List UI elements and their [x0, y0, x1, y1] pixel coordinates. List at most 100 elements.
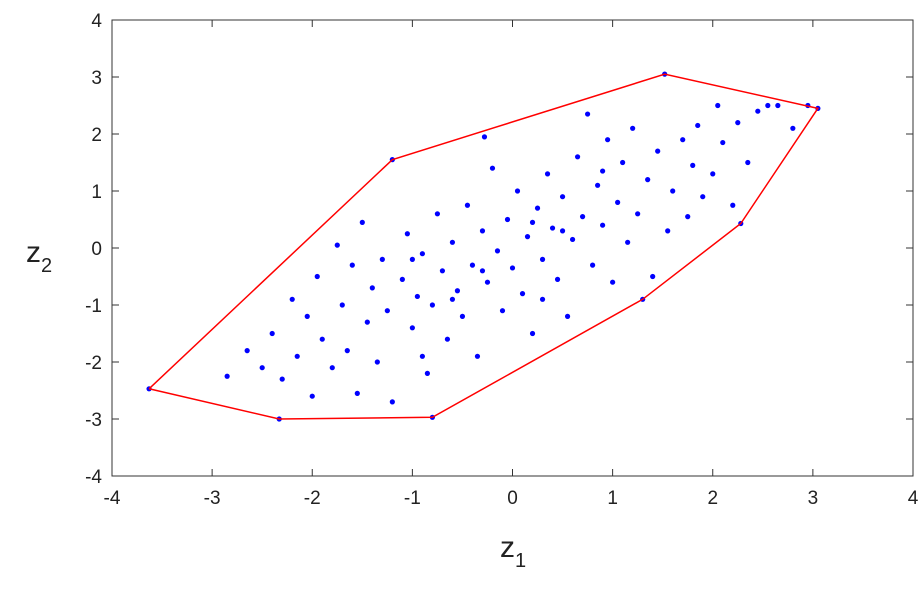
- scatter-point: [630, 125, 636, 131]
- scatter-point: [304, 313, 310, 319]
- y-axis-label: z2: [26, 236, 52, 277]
- scatter-point: [600, 168, 606, 174]
- scatter-point: [294, 353, 300, 359]
- scatter-point: [259, 365, 265, 371]
- scatter-point: [319, 336, 325, 342]
- x-tick-label: 0: [507, 488, 518, 509]
- scatter-point: [414, 293, 420, 300]
- scatter-point: [595, 182, 601, 188]
- scatter-point: [650, 273, 656, 280]
- scatter-point: [374, 359, 380, 365]
- scatter-point: [590, 262, 596, 268]
- y-tick-label: 4: [91, 11, 102, 32]
- scatter-point: [369, 285, 375, 291]
- x-label-base: z: [500, 531, 515, 564]
- scatter-point: [509, 265, 516, 271]
- scatter-point: [539, 296, 546, 302]
- scatter-point: [399, 276, 405, 282]
- scatter-point: [409, 325, 415, 331]
- scatter-point: [444, 336, 451, 342]
- scatter-point: [289, 296, 295, 302]
- y-tick-label: -3: [85, 410, 102, 431]
- scatter-point: [700, 194, 706, 200]
- y-tick-label: -4: [85, 467, 102, 488]
- scatter-point: [524, 234, 531, 240]
- scatter-point: [439, 268, 446, 274]
- scatter-point: [755, 108, 761, 114]
- scatter-point: [404, 231, 410, 237]
- scatter-point: [359, 219, 365, 225]
- scatter-point: [625, 239, 631, 245]
- scatter-point: [735, 120, 741, 126]
- scatter-point: [579, 214, 586, 220]
- y-tick-label: 3: [91, 68, 102, 89]
- scatter-point: [710, 171, 716, 177]
- y-tick-label: 2: [91, 125, 102, 146]
- scatter-point: [635, 211, 641, 217]
- scatter-point: [474, 353, 481, 359]
- scatter-point: [574, 154, 581, 160]
- scatter-point: [569, 236, 576, 243]
- scatter-point: [409, 256, 415, 262]
- scatter-point: [610, 279, 616, 285]
- scatter-point: [529, 330, 536, 337]
- scatter-point: [419, 251, 425, 257]
- scatter-point: [334, 242, 340, 248]
- scatter-point: [279, 376, 285, 382]
- scatter-point: [790, 125, 796, 131]
- scatter-point: [680, 137, 686, 143]
- scatter-point: [559, 194, 566, 200]
- scatter-point: [344, 348, 350, 354]
- scatter-point: [615, 199, 621, 205]
- scatter-point: [449, 239, 456, 245]
- x-tick-label: 2: [707, 488, 718, 509]
- scatter-point: [645, 177, 651, 183]
- scatter-point: [564, 313, 571, 319]
- scatter-point: [605, 137, 611, 143]
- scatter-point: [559, 228, 566, 234]
- scatter-point: [655, 148, 661, 154]
- scatter-point: [600, 222, 606, 228]
- scatter-point: [389, 399, 395, 405]
- scatter-point: [695, 122, 701, 129]
- y-tick-label: 0: [91, 239, 102, 260]
- scatter-point: [544, 171, 551, 177]
- x-tick-label: -3: [204, 488, 221, 509]
- scatter-point: [434, 211, 441, 217]
- hull-line: [148, 73, 820, 420]
- scatter-point: [349, 262, 355, 268]
- scatter-point: [519, 291, 526, 297]
- scatter-point: [539, 256, 546, 262]
- scatter-point: [419, 353, 425, 359]
- scatter-point: [499, 308, 506, 314]
- scatter-point: [685, 214, 691, 220]
- scatter-point: [730, 202, 736, 208]
- scatter-point: [494, 248, 501, 254]
- x-tick-label: -1: [404, 488, 421, 509]
- y-tick-label: -2: [85, 353, 102, 374]
- y-tick-label: 1: [91, 182, 102, 203]
- scatter-point: [529, 219, 536, 225]
- scatter-point: [424, 370, 430, 376]
- scatter-point: [224, 373, 230, 379]
- scatter-point: [479, 228, 486, 234]
- scatter-point: [584, 111, 591, 117]
- scatter-point: [484, 279, 491, 285]
- scatter-point: [364, 319, 370, 325]
- scatter-point: [459, 313, 466, 319]
- scatter-point: [469, 262, 476, 268]
- scatter-point: [765, 102, 771, 109]
- scatter-point: [481, 134, 488, 140]
- scatter-point: [670, 188, 676, 194]
- scatter-point: [479, 268, 486, 274]
- scatter-point: [269, 330, 275, 337]
- scatter-point: [745, 159, 751, 166]
- scatter-point: [464, 202, 471, 208]
- scatter-point: [720, 139, 726, 146]
- scatter-point: [449, 296, 456, 302]
- scatter-point: [384, 308, 390, 314]
- x-tick-label: -4: [104, 488, 121, 509]
- y-label-sub: 2: [41, 255, 52, 277]
- scatter-point: [665, 228, 671, 234]
- scatter-point: [775, 102, 781, 109]
